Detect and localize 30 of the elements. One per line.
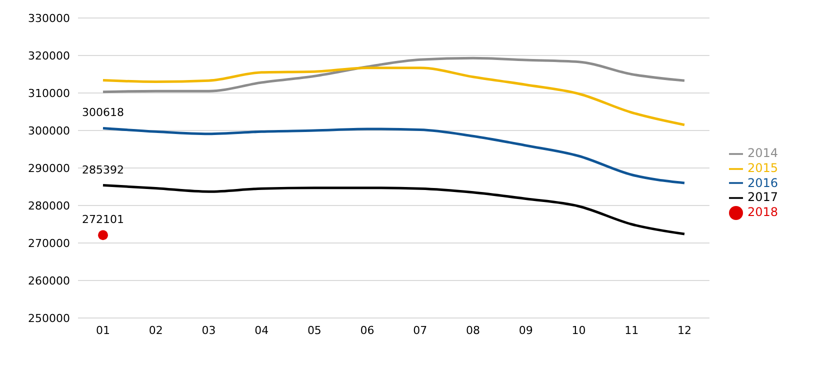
x-tick-label: 02 xyxy=(148,324,163,337)
x-tick-label: 03 xyxy=(202,324,216,337)
y-tick-label: 330000 xyxy=(28,12,70,25)
x-tick-label: 04 xyxy=(254,324,269,337)
x-tick-label: 01 xyxy=(96,324,110,337)
x-tick-label: 09 xyxy=(518,324,533,337)
legend-label: 2014 xyxy=(747,146,778,160)
data-label: 272101 xyxy=(82,213,124,226)
y-tick-label: 290000 xyxy=(28,162,70,175)
x-tick-label: 11 xyxy=(624,324,639,337)
legend-label: 2017 xyxy=(747,190,778,204)
y-tick-label: 260000 xyxy=(28,274,70,288)
x-tick-label: 05 xyxy=(307,324,322,337)
y-tick-label: 280000 xyxy=(28,199,70,212)
y-tick-label: 250000 xyxy=(28,312,70,325)
x-tick-label: 12 xyxy=(677,324,692,337)
y-tick-label: 310000 xyxy=(28,86,70,100)
x-tick-label: 06 xyxy=(360,324,374,337)
legend-label: 2015 xyxy=(747,160,778,175)
legend-label: 2016 xyxy=(747,176,778,190)
y-tick-label: 270000 xyxy=(28,236,70,250)
x-tick-label: 07 xyxy=(413,324,428,337)
y-tick-label: 320000 xyxy=(28,49,70,62)
data-label: 285392 xyxy=(82,163,124,176)
y-tick-label: 300000 xyxy=(28,124,70,138)
x-tick-label: 10 xyxy=(572,324,586,337)
line-series xyxy=(102,56,686,94)
x-tick-label: 08 xyxy=(466,324,480,337)
legend-label: 2018 xyxy=(747,205,778,220)
data-label: 300618 xyxy=(82,106,124,120)
